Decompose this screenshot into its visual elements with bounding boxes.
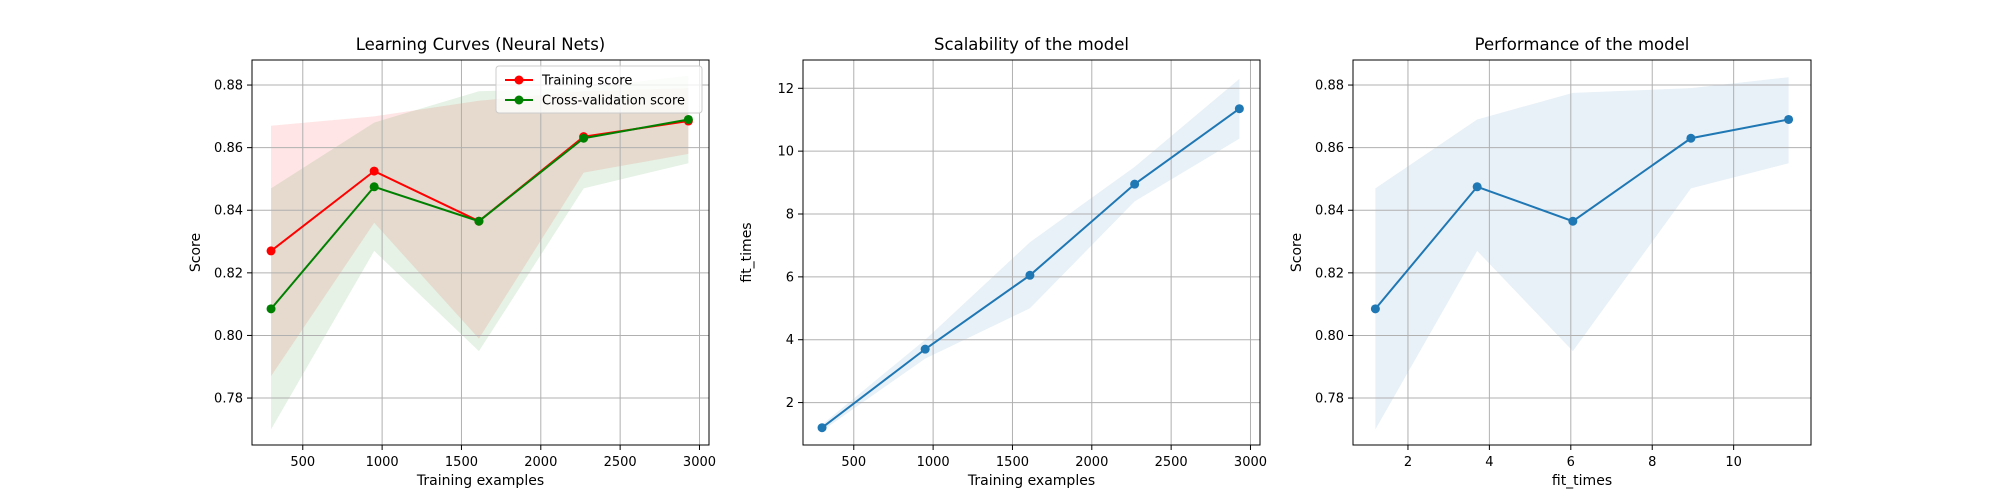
scalability-panel: 500 1000 1500 2000 2500 3000 2 4 6 8 10 12 Scalabil…	[739, 35, 1267, 489]
x-tick-label: 2	[1404, 455, 1412, 470]
x-tick-label: 3000	[683, 455, 716, 470]
legend-box	[495, 65, 703, 114]
series-layer	[1370, 114, 1794, 314]
legend: Training score Cross-validation score	[495, 65, 703, 114]
y-tick-label: 0.84	[214, 204, 243, 219]
band-cross-validation-score	[271, 75, 689, 430]
x-axis-label: Training examples	[416, 473, 544, 489]
x-tick-label: 10	[1725, 455, 1742, 470]
y-tick-label: 0.80	[1315, 329, 1344, 344]
band-series-0	[822, 78, 1240, 431]
x-tick-label: 2500	[1155, 455, 1188, 470]
cross-validation-score-point	[266, 304, 276, 314]
x-tick-label: 6	[1567, 455, 1575, 470]
chart-title: Scalability of the model	[934, 35, 1129, 54]
x-tick-label: 1500	[445, 455, 478, 470]
band-layer	[271, 75, 689, 430]
y-tick-label: 10	[777, 145, 794, 160]
y-tick-label: 0.86	[1315, 141, 1344, 156]
y-tick-label: 0.78	[214, 392, 243, 407]
chart-title: Learning Curves (Neural Nets)	[356, 35, 606, 54]
learning-curves-panel: 500 1000 1500 2000 2500 3000 0.78 0.80 0.82 0.84 0…	[188, 35, 716, 489]
performance-panel: 2 4 6 8 10 0.78 0.80 0.82 0.84 0.86 0.88 Performan…	[1289, 35, 1812, 489]
y-tick-label: 0.80	[214, 329, 243, 344]
legend-label-training: Training score	[541, 74, 632, 89]
x-tick-label: 8	[1648, 455, 1656, 470]
y-tick-label: 12	[777, 82, 794, 97]
x-axis-label: fit_times	[1552, 473, 1612, 489]
series-0-point	[1025, 270, 1035, 280]
y-tick-label: 0.82	[214, 266, 243, 281]
x-tick-label: 1000	[917, 455, 950, 470]
y-axis-label: fit_times	[739, 222, 755, 282]
band-training-score	[271, 88, 689, 377]
plot-frame	[251, 59, 710, 446]
series-0-point	[920, 344, 930, 354]
series-0-point	[817, 423, 827, 433]
tick-layer: 500 1000 1500 2000 2500 3000 2 4 6 8 10 12	[777, 82, 1267, 470]
x-tick-label: 4	[1485, 455, 1493, 470]
y-tick-label: 8	[786, 208, 794, 223]
x-tick-label: 2000	[524, 455, 557, 470]
grid-layer	[803, 60, 1260, 445]
cross-validation-score-point	[369, 182, 379, 192]
plot-frame	[1352, 59, 1812, 446]
x-tick-label: 500	[290, 455, 315, 470]
y-axis-label: Score	[1289, 233, 1305, 272]
x-tick-label: 3000	[1234, 455, 1267, 470]
grid-layer	[252, 60, 709, 445]
x-tick-label: 2500	[604, 455, 637, 470]
series-layer	[817, 104, 1244, 433]
y-tick-label: 4	[786, 333, 794, 348]
x-tick-label: 1500	[996, 455, 1029, 470]
plot-frame	[802, 59, 1261, 446]
x-tick-label: 500	[841, 455, 866, 470]
y-tick-label: 0.78	[1315, 392, 1344, 407]
x-tick-label: 1000	[366, 455, 399, 470]
tick-layer: 2 4 6 8 10 0.78 0.80 0.82 0.84 0.86 0.88	[1315, 79, 1742, 470]
legend-swatch-training-marker	[514, 75, 524, 85]
y-axis-label: Score	[188, 233, 204, 272]
y-tick-label: 0.88	[1315, 79, 1344, 94]
x-tick-label: 2000	[1075, 455, 1108, 470]
series-0-point	[1370, 304, 1380, 314]
y-tick-label: 6	[786, 270, 794, 285]
training-score-point	[266, 246, 276, 256]
y-tick-label: 0.82	[1315, 266, 1344, 281]
y-tick-label: 0.86	[214, 141, 243, 156]
series-0-point	[1784, 114, 1794, 124]
y-tick-label: 0.88	[214, 79, 243, 94]
cross-validation-score-point	[474, 216, 484, 226]
training-score-point	[369, 166, 379, 176]
series-0-point	[1234, 104, 1244, 114]
band-layer	[822, 78, 1240, 431]
legend-swatch-cv-marker	[514, 95, 524, 105]
y-tick-label: 0.84	[1315, 204, 1344, 219]
grid-layer	[1353, 60, 1811, 445]
x-axis-label: Training examples	[967, 473, 1095, 489]
series-0-point	[1472, 182, 1482, 192]
band-layer	[1375, 77, 1789, 430]
chart-title: Performance of the model	[1475, 35, 1690, 54]
band-series-0	[1375, 77, 1789, 430]
legend-label-cv: Cross-validation score	[542, 94, 685, 109]
tick-layer: 500 1000 1500 2000 2500 3000 0.78 0.80 0.82 0.84 0…	[214, 79, 716, 470]
series-layer	[266, 114, 693, 314]
cross-validation-score-point	[579, 133, 589, 143]
series-0-point	[1686, 133, 1696, 143]
series-0-point	[1130, 179, 1140, 189]
cross-validation-score-point	[683, 114, 693, 124]
series-0-point	[1568, 216, 1578, 226]
y-tick-label: 2	[786, 396, 794, 411]
